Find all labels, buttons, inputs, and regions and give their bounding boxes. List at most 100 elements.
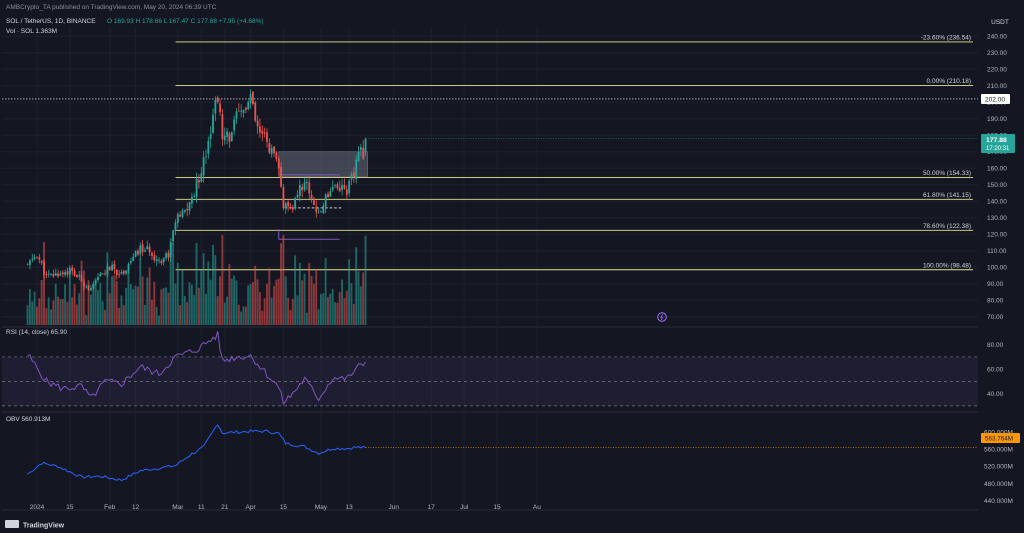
candle[interactable] [120,271,123,274]
candle[interactable] [327,193,329,198]
candle[interactable] [181,210,184,217]
candle[interactable] [186,208,189,211]
candle[interactable] [94,280,97,284]
candle[interactable] [362,147,365,159]
candle[interactable] [266,132,268,142]
candle[interactable] [122,270,125,274]
candle[interactable] [331,187,334,190]
candle[interactable] [127,263,130,271]
candle[interactable] [78,274,81,277]
candle[interactable] [176,213,179,223]
candle[interactable] [29,260,31,266]
candle[interactable] [139,245,142,255]
candle[interactable] [268,142,271,153]
candle[interactable] [169,242,172,258]
candle[interactable] [125,270,128,274]
candle[interactable] [277,158,280,169]
candle[interactable] [352,172,355,177]
candle[interactable] [202,157,205,176]
candle[interactable] [341,184,344,191]
candle[interactable] [188,202,191,211]
candle[interactable] [317,212,320,214]
candle[interactable] [45,274,48,276]
candle[interactable] [233,119,236,131]
candle[interactable] [59,273,62,276]
candle[interactable] [223,135,226,141]
candle[interactable] [280,167,282,187]
candle[interactable] [244,107,247,110]
candle[interactable] [357,151,360,162]
candle[interactable] [212,114,214,133]
candle[interactable] [153,255,156,261]
candle[interactable] [247,102,250,110]
candle[interactable] [270,148,273,155]
candle[interactable] [40,260,43,263]
candle[interactable] [174,222,177,232]
lightning-icon[interactable] [657,312,667,322]
candle[interactable] [205,155,207,157]
candle[interactable] [179,214,182,217]
candle[interactable] [47,273,50,275]
candle[interactable] [315,206,318,213]
candle[interactable] [148,246,151,253]
candle[interactable] [235,111,238,119]
candle[interactable] [291,207,294,210]
candle[interactable] [193,195,196,197]
candle[interactable] [343,185,346,189]
candle[interactable] [207,140,210,154]
candle[interactable] [52,273,55,277]
candle[interactable] [38,257,41,260]
candle[interactable] [36,256,38,258]
candle[interactable] [322,205,325,213]
candle[interactable] [85,286,88,288]
candle[interactable] [256,120,259,127]
candle[interactable] [43,262,45,275]
candle[interactable] [160,260,163,264]
candle[interactable] [273,146,275,154]
candle[interactable] [301,186,304,191]
candle[interactable] [99,273,102,277]
candle[interactable] [90,288,92,290]
candle[interactable] [282,187,285,209]
supply-zone-box[interactable] [278,151,368,177]
price-pane[interactable]: -23.60% (236.54) 0.00% (210.18) 50.00% (15… [2,34,978,325]
candle[interactable] [165,253,167,259]
candle[interactable] [61,272,64,275]
obv-pane[interactable] [27,424,978,482]
candle[interactable] [115,269,118,275]
candle[interactable] [359,147,362,151]
candle[interactable] [350,174,353,180]
candle[interactable] [254,102,257,121]
candle[interactable] [80,275,83,282]
candle[interactable] [83,281,85,287]
candle[interactable] [296,194,299,198]
candle[interactable] [221,114,224,139]
candle[interactable] [137,250,139,255]
candle[interactable] [219,103,221,113]
candle[interactable] [298,185,301,196]
candle[interactable] [320,211,322,213]
candle[interactable] [101,273,104,275]
candle[interactable] [289,206,292,208]
candle[interactable] [263,132,266,134]
candle[interactable] [275,152,278,160]
candle[interactable] [26,264,29,266]
obv-line[interactable] [27,424,366,482]
candle[interactable] [240,110,243,112]
candle[interactable] [172,230,175,242]
candle[interactable] [209,134,212,139]
candle[interactable] [50,273,52,275]
candle[interactable] [364,138,367,152]
candle[interactable] [198,179,200,183]
candle[interactable] [259,126,261,133]
candle[interactable] [216,97,219,103]
candle[interactable] [144,250,146,252]
candle[interactable] [329,191,332,197]
candle[interactable] [68,267,71,275]
candle[interactable] [106,265,109,275]
candle[interactable] [310,194,313,199]
candle[interactable] [113,263,116,270]
candle[interactable] [104,273,106,275]
candle[interactable] [200,173,203,182]
candle[interactable] [151,252,153,256]
